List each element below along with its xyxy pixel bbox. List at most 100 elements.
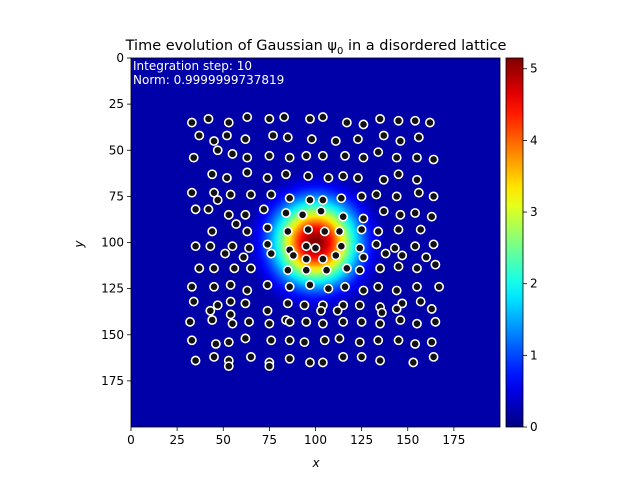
- lattice-site: [209, 136, 219, 146]
- lattice-site: [240, 209, 251, 220]
- annotation-box: Integration step: 10 Norm: 0.99999997378…: [133, 59, 284, 87]
- lattice-site: [316, 305, 326, 316]
- lattice-site: [338, 351, 349, 362]
- lattice-site: [426, 211, 437, 222]
- lattice-site: [246, 351, 256, 362]
- lattice-site: [317, 254, 328, 265]
- lattice-site: [332, 305, 343, 316]
- lattice-site: [336, 193, 347, 204]
- lattice-site: [305, 357, 315, 368]
- lattice-site: [223, 361, 234, 372]
- lattice-site: [358, 213, 369, 224]
- lattice-site: [225, 189, 236, 200]
- y-tick-label: 75: [109, 189, 124, 203]
- colorbar-ticks: 0 1 2 3 4 5: [523, 62, 538, 434]
- lattice-site: [413, 132, 424, 143]
- y-axis: 0 25 50 75 100 125 150 175: [101, 51, 131, 388]
- lattice-site: [266, 189, 277, 200]
- lattice-site: [323, 173, 334, 183]
- colorbar-tick-label: 2: [530, 277, 538, 291]
- lattice-site: [186, 281, 197, 292]
- lattice-site: [194, 130, 205, 141]
- lattice-site: [338, 316, 349, 327]
- x-tick-label: 175: [442, 433, 465, 447]
- lattice-site: [317, 112, 328, 122]
- lattice-site: [266, 335, 277, 346]
- lattice-site: [330, 136, 341, 146]
- lattice-site: [242, 167, 253, 178]
- lattice-site: [340, 150, 350, 161]
- lattice-site: [203, 204, 214, 215]
- y-tick-label: 150: [101, 328, 124, 342]
- lattice-site: [316, 206, 326, 217]
- lattice-site: [354, 265, 365, 276]
- lattice-site: [393, 335, 404, 346]
- lattice-site: [358, 252, 369, 263]
- lattice-site: [264, 318, 275, 329]
- lattice-site: [242, 112, 253, 122]
- lattice-site: [317, 357, 328, 368]
- colorbar-gradient: [505, 57, 524, 428]
- lattice-site: [373, 335, 384, 346]
- lattice-site: [354, 337, 365, 348]
- lattice-site: [207, 226, 218, 237]
- lattice-site: [353, 173, 363, 183]
- lattice-site: [358, 152, 369, 163]
- lattice-site: [412, 152, 422, 163]
- lattice-site: [188, 152, 199, 163]
- lattice-site: [229, 263, 240, 274]
- lattice-site: [282, 265, 293, 276]
- lattice-site: [375, 263, 385, 274]
- lattice-site: [373, 281, 384, 292]
- lattice-site: [240, 333, 251, 344]
- lattice-site: [305, 195, 315, 205]
- lattice-site: [338, 171, 349, 181]
- lattice-site: [410, 339, 421, 349]
- lattice-site: [395, 136, 406, 146]
- lattice-site: [240, 298, 251, 309]
- y-tick-label: 125: [101, 282, 124, 296]
- lattice-site: [397, 250, 408, 261]
- lattice-site: [301, 241, 312, 252]
- x-tick-label: 0: [127, 433, 135, 447]
- lattice-site: [223, 337, 234, 348]
- lattice-site: [415, 296, 426, 307]
- lattice-site: [225, 309, 236, 320]
- lattice-site: [412, 318, 422, 329]
- lattice-site: [338, 300, 349, 311]
- lattice-site: [262, 280, 273, 290]
- lattice-site: [222, 173, 232, 183]
- lattice-site: [341, 117, 352, 128]
- lattice-site: [262, 222, 273, 233]
- lattice-site: [246, 263, 256, 274]
- lattice-site: [282, 226, 293, 237]
- lattice-site: [194, 263, 205, 274]
- colorbar-tick-label: 0: [530, 420, 538, 434]
- title-main: Time evolution of Gaussian ψ: [125, 38, 337, 54]
- lattice-site: [242, 285, 253, 296]
- y-tick-label: 25: [109, 97, 124, 111]
- lattice-site: [371, 239, 382, 250]
- x-tick-label: 100: [304, 433, 327, 447]
- lattice-site: [203, 113, 214, 124]
- lattice-site: [222, 130, 232, 141]
- wavefunction-density: [131, 58, 500, 427]
- lattice-site: [378, 130, 389, 141]
- lattice-site: [242, 152, 253, 163]
- lattice-site: [227, 241, 238, 252]
- lattice-site: [334, 226, 345, 237]
- lattice-site: [373, 147, 384, 157]
- lattice-site: [430, 259, 441, 270]
- lattice-site: [358, 285, 369, 296]
- lattice-site: [297, 209, 308, 220]
- lattice-site: [354, 243, 365, 253]
- lattice-site: [319, 226, 330, 237]
- lattice-site: [395, 209, 406, 220]
- lattice-site: [321, 265, 332, 276]
- lattice-site: [393, 169, 404, 180]
- y-axis-label: y: [72, 240, 86, 249]
- lattice-site: [220, 248, 230, 259]
- lattice-sites: [185, 112, 445, 372]
- lattice-site: [393, 115, 404, 126]
